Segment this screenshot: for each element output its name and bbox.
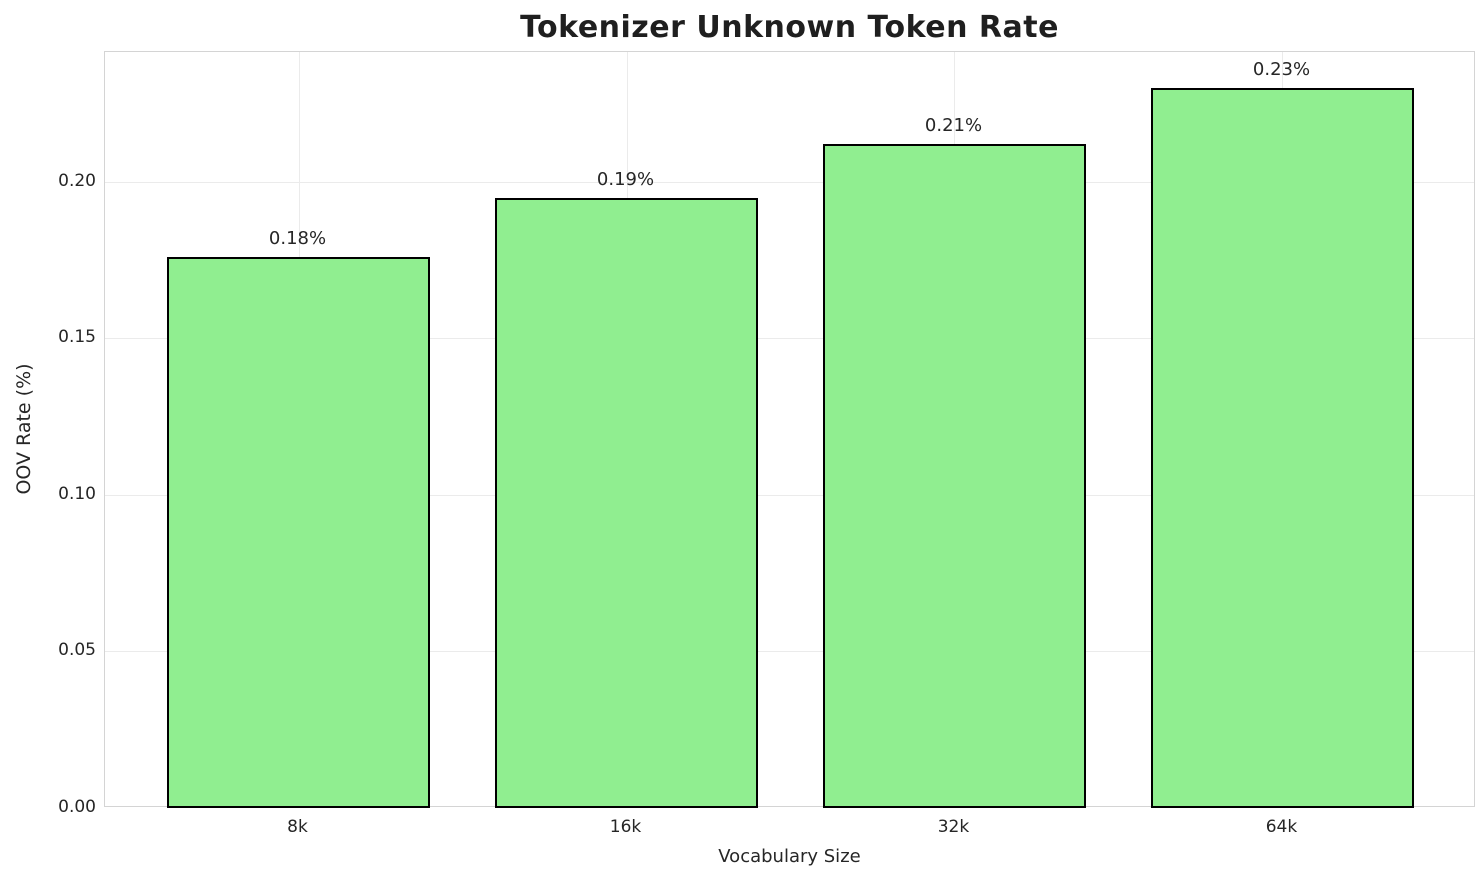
h-gridline — [105, 651, 1474, 653]
bar — [823, 144, 1086, 808]
chart-title: Tokenizer Unknown Token Rate — [520, 10, 1059, 45]
x-tick-label: 16k — [609, 817, 642, 837]
y-axis-label: OOV Rate (%) — [13, 363, 35, 495]
h-gridline — [105, 494, 1474, 496]
x-tick-label: 64k — [1265, 817, 1298, 837]
y-tick-label: 0.15 — [58, 327, 96, 348]
bar — [167, 257, 430, 808]
y-tick-label: 0.10 — [58, 483, 96, 504]
x-axis-label: Vocabulary Size — [718, 846, 861, 867]
y-tick-label: 0.05 — [58, 640, 96, 661]
plot-area — [104, 51, 1475, 808]
bar-value-label: 0.21% — [924, 115, 983, 137]
bar-value-label: 0.19% — [596, 168, 655, 190]
bar-value-label: 0.18% — [268, 228, 327, 250]
bar-value-label: 0.23% — [1252, 59, 1311, 80]
h-gridline — [105, 181, 1474, 183]
y-tick-label: 0.00 — [58, 797, 96, 817]
x-tick-label: 8k — [287, 817, 308, 837]
h-gridline — [105, 338, 1474, 340]
bar — [495, 197, 758, 808]
bar — [1151, 88, 1414, 808]
x-tick-label: 32k — [937, 817, 970, 837]
y-tick-label: 0.20 — [58, 170, 96, 191]
